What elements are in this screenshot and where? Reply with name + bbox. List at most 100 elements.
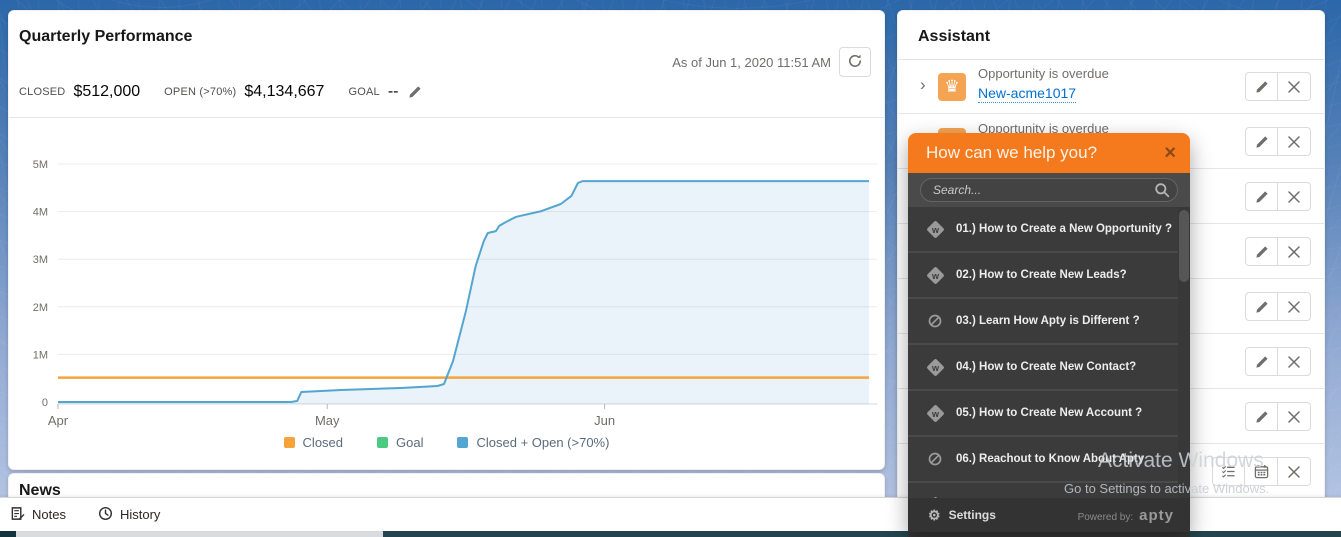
- edit-button[interactable]: [1245, 347, 1278, 376]
- assistant-divider: [898, 59, 1324, 60]
- assistant-row: [898, 389, 1324, 444]
- legend-item-closed: Closed: [283, 435, 343, 450]
- notes-icon: [10, 506, 25, 524]
- svg-text:0: 0: [42, 397, 48, 409]
- help-widget-header: How can we help you? ×: [908, 133, 1190, 173]
- record-link[interactable]: New-acme1017: [978, 85, 1077, 103]
- widget-settings-button[interactable]: ⚙ Settings: [928, 507, 1078, 524]
- row-action-buttons: [1245, 237, 1311, 266]
- walkthrough-diamond-icon: w: [922, 265, 948, 285]
- help-item-label: 05.) How to Create New Account ?: [956, 407, 1143, 419]
- edit-button[interactable]: [1245, 127, 1278, 156]
- slash-circle-icon: [922, 313, 948, 329]
- dismiss-button[interactable]: [1278, 72, 1311, 101]
- help-item[interactable]: w07.) How to Create New Task ?: [908, 483, 1178, 498]
- edit-button[interactable]: [1245, 182, 1278, 211]
- horizontal-scrollbar-thumb[interactable]: [16, 531, 383, 537]
- performance-card-title: Quarterly Performance: [19, 28, 193, 45]
- history-clock-icon: [98, 506, 113, 524]
- news-card-title: News: [19, 482, 61, 499]
- help-item-list: w 01.) How to Create a New Opportunity ? w…: [908, 207, 1190, 498]
- widget-scrollbar-thumb[interactable]: [1179, 210, 1189, 282]
- help-item-label: 06.) Reachout to Know About Apty: [956, 453, 1145, 465]
- stat-label: CLOSED: [19, 86, 66, 98]
- walkthrough-diamond-icon: w: [922, 357, 948, 377]
- help-item-label: 03.) Learn How Apty is Different ?: [956, 315, 1140, 327]
- dismiss-button[interactable]: [1278, 402, 1311, 431]
- strip-under-widget: [908, 531, 1190, 537]
- legend-label: Closed + Open (>70%): [476, 435, 610, 450]
- assistant-title: Assistant: [918, 28, 991, 45]
- stat-value: $4,134,667: [244, 83, 325, 100]
- row-action-buttons: [1245, 182, 1311, 211]
- refresh-button[interactable]: [839, 47, 871, 77]
- help-item-label: 04.) How to Create New Contact?: [956, 361, 1137, 373]
- edit-button[interactable]: [1245, 237, 1278, 266]
- help-item[interactable]: 03.) Learn How Apty is Different ?: [908, 299, 1178, 343]
- stat-goal: GOAL --: [348, 83, 422, 101]
- assistant-row-title: Opportunity is overdue: [978, 121, 1109, 136]
- strip-corner: [0, 531, 16, 537]
- dismiss-button[interactable]: [1278, 457, 1311, 486]
- stat-label: GOAL: [348, 86, 380, 98]
- help-widget-footer: ⚙ Settings Powered by: apty: [908, 498, 1190, 532]
- assistant-row-texts: Opportunity is overdue: [978, 120, 1109, 137]
- stat-open: OPEN (>70%) $4,134,667: [164, 83, 324, 101]
- edit-goal-pencil-icon[interactable]: [408, 85, 422, 99]
- help-item-label: 02.) How to Create New Leads?: [956, 269, 1127, 281]
- gear-icon: ⚙: [928, 506, 941, 523]
- expand-chevron-icon[interactable]: ›: [920, 75, 926, 94]
- svg-text:4M: 4M: [33, 207, 48, 219]
- stat-value: --: [387, 83, 399, 100]
- help-item[interactable]: w 02.) How to Create New Leads?: [908, 253, 1178, 297]
- legend-item-goal: Goal: [377, 435, 423, 450]
- widget-scrollbar-track: [1178, 207, 1190, 498]
- dismiss-button[interactable]: [1278, 127, 1311, 156]
- utility-history-button[interactable]: History: [98, 506, 160, 524]
- close-icon[interactable]: ×: [1164, 142, 1176, 164]
- quarterly-performance-card: Quarterly Performance As of Jun 1, 2020 …: [8, 10, 885, 470]
- as-of-timestamp: As of Jun 1, 2020 11:51 AM: [672, 55, 831, 70]
- walkthrough-diamond-icon: w: [922, 403, 948, 423]
- help-item[interactable]: 06.) Reachout to Know About Apty: [908, 437, 1178, 481]
- svg-text:Jun: Jun: [594, 413, 615, 428]
- opportunity-crown-icon: ♛: [938, 73, 966, 101]
- legend-swatch-closed: [283, 437, 295, 448]
- row-action-buttons: [1212, 457, 1311, 486]
- assistant-row: › ♛ Opportunity is overdue New-acme1017: [898, 59, 1324, 114]
- legend-swatch-closed-open: [457, 437, 469, 448]
- header-divider: [9, 117, 884, 118]
- dismiss-button[interactable]: [1278, 292, 1311, 321]
- assistant-row-title: Opportunity is overdue: [978, 66, 1109, 81]
- calendar-button[interactable]: [1245, 457, 1278, 486]
- help-widget-title: How can we help you?: [926, 143, 1098, 162]
- row-action-buttons: [1245, 72, 1311, 101]
- refresh-icon: [847, 53, 863, 72]
- dismiss-button[interactable]: [1278, 237, 1311, 266]
- edit-button[interactable]: [1245, 292, 1278, 321]
- utility-item-label: History: [119, 507, 161, 522]
- utility-item-label: Notes: [32, 507, 66, 522]
- row-action-buttons: [1245, 127, 1311, 156]
- performance-stats: CLOSED $512,000 OPEN (>70%) $4,134,667 G…: [19, 83, 422, 101]
- walkthrough-diamond-icon: w: [922, 219, 948, 239]
- row-action-buttons: [1245, 402, 1311, 431]
- tasks-button[interactable]: [1212, 457, 1245, 486]
- help-item[interactable]: w 04.) How to Create New Contact?: [908, 345, 1178, 389]
- stat-closed: CLOSED $512,000: [19, 83, 140, 101]
- stat-value: $512,000: [73, 83, 141, 100]
- dismiss-button[interactable]: [1278, 347, 1311, 376]
- dismiss-button[interactable]: [1278, 182, 1311, 211]
- help-item[interactable]: w 05.) How to Create New Account ?: [908, 391, 1178, 435]
- edit-button[interactable]: [1245, 72, 1278, 101]
- svg-text:May: May: [315, 413, 340, 428]
- legend-label: Goal: [396, 435, 424, 450]
- help-search-input[interactable]: [920, 178, 1178, 202]
- utility-notes-button[interactable]: Notes: [10, 506, 66, 524]
- legend-item-closed-open: Closed + Open (>70%): [457, 435, 609, 450]
- help-item[interactable]: w 01.) How to Create a New Opportunity ?: [908, 207, 1178, 251]
- svg-text:Apr: Apr: [48, 413, 69, 428]
- help-item-label: 01.) How to Create a New Opportunity ?: [956, 223, 1172, 235]
- edit-button[interactable]: [1245, 402, 1278, 431]
